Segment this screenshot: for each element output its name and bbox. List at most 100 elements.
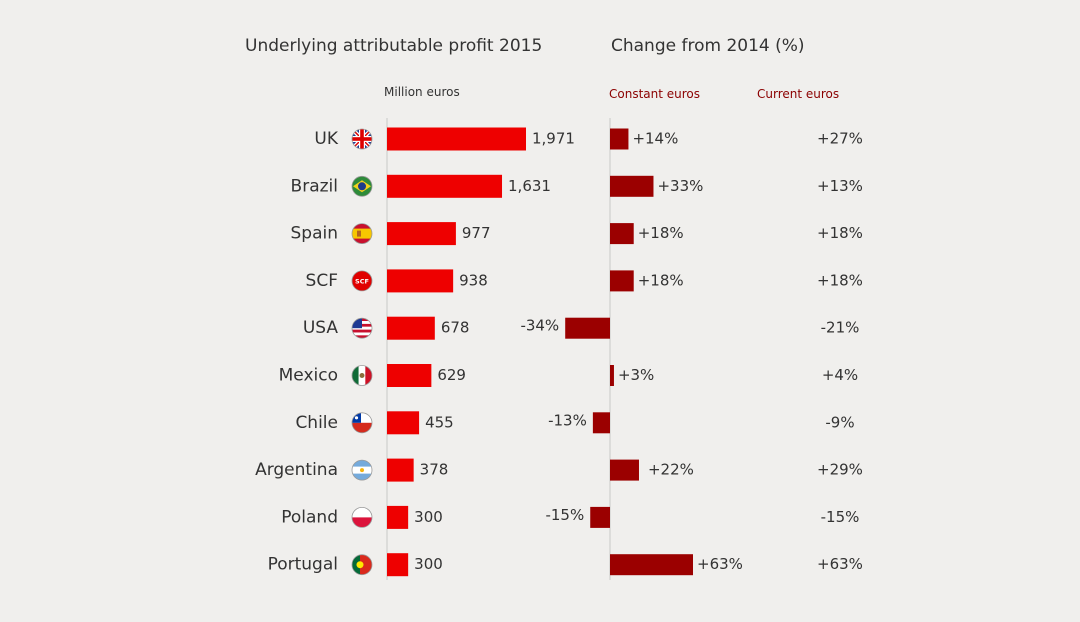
change-bar-argentina xyxy=(610,459,639,481)
portugal-flag-icon-sphere xyxy=(356,561,364,569)
usa-flag-icon-stripe-6 xyxy=(352,335,372,339)
category-label-scf: SCF xyxy=(306,271,338,291)
poland-flag-icon-body xyxy=(352,507,372,528)
mexico-flag-icon-emblem xyxy=(359,373,365,378)
spain-flag-icon xyxy=(351,223,373,245)
usa-flag-icon-body xyxy=(352,318,372,339)
brazil-flag-icon-globe xyxy=(358,182,366,191)
current-euros-value-portugal: +63% xyxy=(817,555,863,573)
brazil-flag-icon-body xyxy=(352,176,372,197)
chile-flag-icon xyxy=(351,412,373,434)
portugal-flag-icon-green xyxy=(352,554,360,575)
category-label-spain: Spain xyxy=(291,224,339,244)
uk-flag-icon-ring xyxy=(351,128,373,150)
current-euros-value-brazil: +13% xyxy=(817,177,863,195)
change-bar-spain xyxy=(610,223,634,245)
chile-flag-icon-red xyxy=(352,422,372,433)
spain-flag-icon-ring xyxy=(351,223,373,245)
current-euros-value-argentina: +29% xyxy=(817,461,863,479)
current-euros-header: Current euros xyxy=(757,87,840,101)
category-label-uk: UK xyxy=(314,129,338,149)
portugal-flag-icon-body xyxy=(352,554,372,575)
change-value-label-usa: -34% xyxy=(520,317,559,335)
chile-flag-icon-ring xyxy=(351,412,373,434)
current-euros-value-usa: -21% xyxy=(821,319,860,337)
category-label-chile: Chile xyxy=(295,413,338,433)
argentina-flag-icon xyxy=(351,459,373,481)
constant-euros-header: Constant euros xyxy=(609,87,701,101)
category-label-mexico: Mexico xyxy=(279,366,338,386)
mexico-flag-icon-red xyxy=(365,365,372,386)
usa-flag-icon-canton xyxy=(352,318,362,329)
uk-flag-icon-body xyxy=(352,129,372,149)
spain-flag-icon-crest xyxy=(357,230,361,237)
profit-value-label-usa: 678 xyxy=(441,319,470,337)
change-value-label-scf: +18% xyxy=(638,271,684,289)
profit-bar-chile xyxy=(387,411,420,435)
current-euros-value-chile: -9% xyxy=(825,413,854,431)
change-chart-title: Change from 2014 (%) xyxy=(611,36,805,56)
category-label-usa: USA xyxy=(303,318,339,338)
usa-flag-icon-stripe-4 xyxy=(352,329,372,333)
profit-value-label-brazil: 1,631 xyxy=(508,177,551,195)
profit-chart-title: Underlying attributable profit 2015 xyxy=(245,36,543,56)
uk-flag-icon-cross-red-h xyxy=(352,137,372,141)
change-bar-chile xyxy=(592,412,610,434)
current-euros-value-uk: +27% xyxy=(817,130,863,148)
profit-value-label-argentina: 378 xyxy=(420,461,449,479)
usa-flag-icon-stripe-5 xyxy=(352,332,372,336)
scf-logo-icon-ring xyxy=(351,270,373,292)
profit-bar-poland xyxy=(387,505,409,529)
change-bar-poland xyxy=(590,506,610,528)
profit-value-label-mexico: 629 xyxy=(437,366,466,384)
profit-unit-label: Million euros xyxy=(384,85,460,99)
usa-flag-icon xyxy=(351,317,373,339)
profit-value-label-scf: 938 xyxy=(459,271,488,289)
profit-bar-brazil xyxy=(387,174,503,198)
chile-flag-icon-white xyxy=(352,412,372,423)
chile-flag-icon-star xyxy=(354,416,359,420)
spain-flag-icon-body xyxy=(352,223,372,244)
portugal-flag-icon-ring xyxy=(351,554,373,576)
brazil-flag-icon xyxy=(351,175,373,197)
mexico-flag-icon-ring xyxy=(351,365,373,386)
poland-flag-icon-white xyxy=(352,507,372,518)
change-value-label-mexico: +3% xyxy=(618,366,654,384)
change-bar-scf xyxy=(610,270,634,292)
uk-flag-icon xyxy=(351,128,373,150)
argentina-flag-icon-body xyxy=(352,460,372,481)
current-euros-value-poland: -15% xyxy=(821,508,860,526)
profit-value-label-poland: 300 xyxy=(414,508,443,526)
poland-flag-icon-red xyxy=(352,517,372,528)
spain-flag-icon-band xyxy=(352,228,372,239)
profit-bar-spain xyxy=(387,222,456,246)
argentina-flag-icon-sun xyxy=(360,468,364,473)
poland-flag-icon-ring xyxy=(351,507,373,528)
profit-value-label-chile: 455 xyxy=(425,413,454,431)
profit-bar-scf xyxy=(387,269,454,293)
category-label-argentina: Argentina xyxy=(255,460,338,480)
mexico-flag-icon xyxy=(351,365,373,386)
change-bar-mexico xyxy=(610,365,614,386)
profit-value-label-uk: 1,971 xyxy=(532,130,575,148)
change-value-label-chile: -13% xyxy=(548,411,587,429)
scf-logo-icon: SCF xyxy=(351,270,373,292)
change-value-label-spain: +18% xyxy=(638,224,684,242)
current-euros-value-spain: +18% xyxy=(817,224,863,242)
argentina-flag-icon-ring xyxy=(351,459,373,481)
category-label-poland: Poland xyxy=(281,507,338,527)
current-euros-value-scf: +18% xyxy=(817,271,863,289)
profit-value-label-spain: 977 xyxy=(462,224,491,242)
scf-logo-icon-text: SCF xyxy=(355,277,369,285)
profit-bar-uk xyxy=(387,127,526,151)
mexico-flag-icon-green xyxy=(352,365,359,386)
change-bar-uk xyxy=(610,128,629,150)
profit-value-label-portugal: 300 xyxy=(414,555,443,573)
change-value-label-portugal: +63% xyxy=(697,555,743,573)
change-bar-usa xyxy=(565,317,610,339)
portugal-flag-icon xyxy=(351,554,373,576)
change-value-label-uk: +14% xyxy=(632,130,678,148)
scf-logo-icon-body xyxy=(352,270,372,291)
